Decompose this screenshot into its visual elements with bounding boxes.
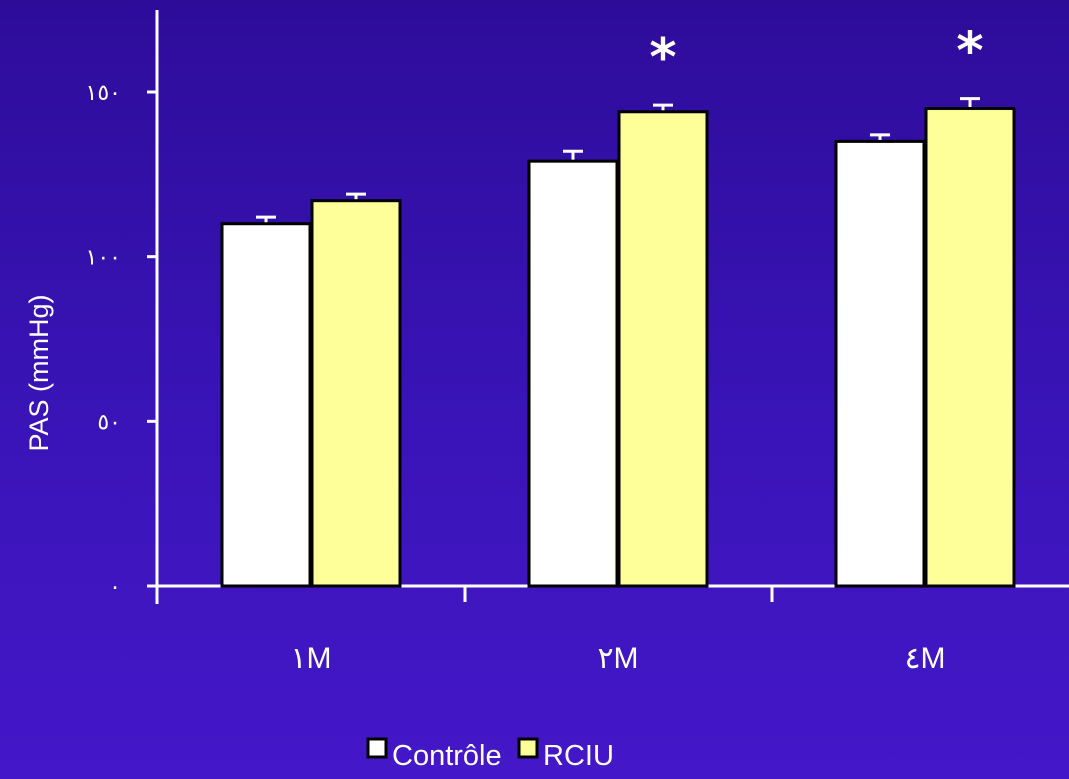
y-tick-label: ١٥٠: [86, 81, 121, 106]
bar: [834, 139, 926, 588]
x-tick-label: ١M: [290, 642, 331, 675]
x-tick-label: ٢M: [597, 642, 638, 675]
y-tick-label: ٥٠: [97, 410, 121, 435]
legend: Contrôle RCIU: [366, 737, 614, 772]
significance-marker: *: [956, 22, 983, 82]
bar: [220, 222, 312, 588]
y-axis-label: PAS (mmHg): [24, 294, 54, 451]
significance-marker: *: [649, 28, 676, 88]
bar: [527, 159, 619, 588]
bars: [220, 97, 1016, 588]
y-tick-label: ١٠٠: [86, 246, 121, 271]
bar: [617, 110, 709, 588]
y-tick-label: ٠: [109, 575, 121, 600]
legend-swatch-rciu: [517, 737, 539, 759]
legend-label-controle: Contrôle: [392, 740, 502, 772]
labels: ٠ ٥٠ ١٠٠ ١٥٠ ١M * ٢M * ٤M: [86, 22, 984, 675]
legend-swatch-controle: [366, 737, 388, 759]
legend-label-rciu: RCIU: [543, 740, 614, 772]
x-tick-label: ٤M: [904, 642, 945, 675]
bar: [924, 106, 1016, 588]
bar: [310, 199, 402, 588]
